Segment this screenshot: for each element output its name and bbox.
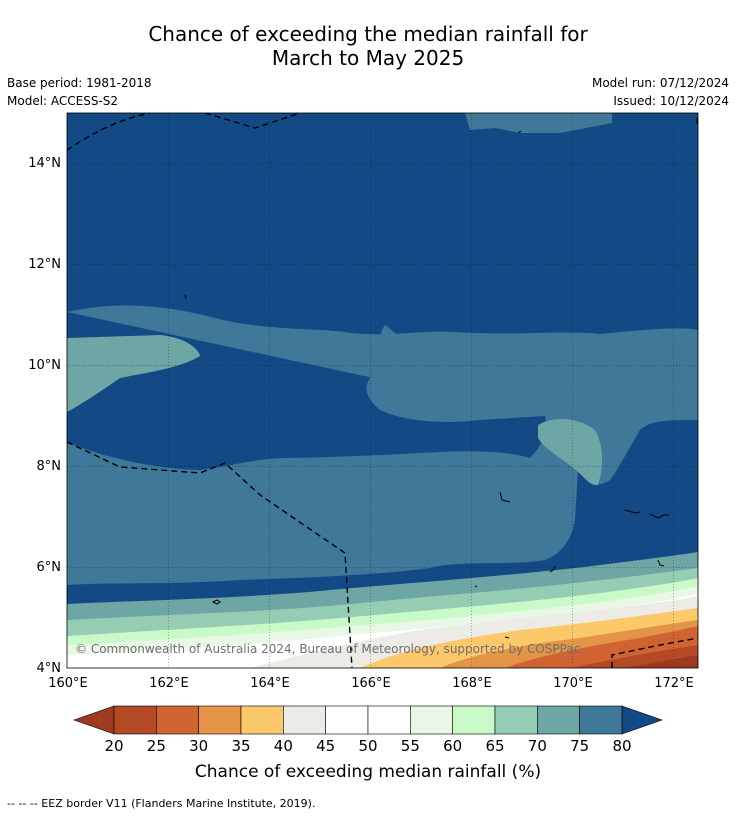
colorbar-swatch-45-50 [325, 705, 369, 735]
lon-tick-166e: 166°E [351, 676, 391, 691]
lat-tick-8n: 8°N [37, 459, 62, 474]
copyright-text: © Commonwealth of Australia 2024, Bureau… [75, 642, 580, 656]
lon-tick-172e: 172°E [654, 676, 694, 691]
map-frame [66, 112, 699, 669]
title-line-1: Chance of exceeding the median rainfall … [148, 22, 588, 46]
colorbar: 20 25 30 35 40 45 50 55 60 65 70 75 80 [73, 705, 663, 755]
islands [184, 118, 698, 639]
lon-tick-162e: 162°E [149, 676, 189, 691]
lon-axis: 160°E 162°E 164°E 166°E 168°E 170°E 172°… [48, 676, 694, 691]
colorbar-swatch-55-60 [410, 705, 453, 735]
colorbar-tick-30: 30 [189, 737, 208, 755]
meta-right: Model run: 07/12/2024 Issued: 10/12/2024 [592, 74, 729, 110]
lon-tick-168e: 168°E [452, 676, 492, 691]
gridlines [67, 113, 698, 668]
inner-blob-80 [241, 394, 292, 432]
colorbar-tick-20: 20 [104, 737, 123, 755]
meta-left: Base period: 1981-2018 Model: ACCESS-S2 [7, 74, 152, 110]
colorbar-tick-70: 70 [528, 737, 547, 755]
colorbar-swatch-35-40 [240, 705, 284, 735]
mid-region-75 [67, 305, 698, 585]
colorbar-tick-80: 80 [612, 737, 631, 755]
title-line-2: March to May 2025 [271, 46, 465, 70]
lat-tick-10n: 10°N [28, 358, 61, 373]
lat-tick-4n: 4°N [37, 661, 62, 676]
lat-tick-12n: 12°N [28, 257, 61, 272]
lon-tick-170e: 170°E [553, 676, 593, 691]
west-patch-70 [67, 335, 200, 412]
footnote: -- -- -- EEZ border V11 (Flanders Marine… [7, 797, 316, 810]
colorbar-tick-45: 45 [316, 737, 335, 755]
band-lt20 [620, 655, 698, 668]
east-patch-70 [538, 418, 603, 486]
colorbar-extend-low [73, 705, 115, 735]
eez-borders [67, 113, 698, 668]
probability-map: © Commonwealth of Australia 2024, Bureau… [67, 113, 698, 668]
map-title: Chance of exceeding the median rainfall … [0, 22, 736, 70]
colorbar-tick-65: 65 [485, 737, 504, 755]
colorbar-swatch-40-45 [283, 705, 326, 735]
lat-tick-14n: 14°N [28, 156, 61, 171]
colorbar-swatch-25-30 [156, 705, 199, 735]
colorbar-swatch-60-65 [452, 705, 496, 735]
colorbar-tick-60: 60 [443, 737, 462, 755]
lon-tick-164e: 164°E [250, 676, 290, 691]
colorbar-tick-50: 50 [358, 737, 377, 755]
lon-tick-160e: 160°E [48, 676, 88, 691]
colorbar-tick-40: 40 [274, 737, 293, 755]
colorbar-swatch-70-75 [537, 705, 580, 735]
colorbar-swatch-20-25 [113, 705, 157, 735]
lat-tick-6n: 6°N [37, 560, 62, 575]
colorbar-swatch-30-35 [198, 705, 242, 735]
colorbar-tick-35: 35 [231, 737, 250, 755]
model-name: Model: ACCESS-S2 [7, 94, 119, 108]
model-run: Model run: 07/12/2024 [591, 76, 729, 90]
top-region-75 [465, 113, 612, 133]
colorbar-tick-75: 75 [570, 737, 589, 755]
colorbar-tick-55: 55 [401, 737, 420, 755]
colorbar-tick-25: 25 [147, 737, 166, 755]
colorbar-extend-high [621, 705, 663, 735]
colorbar-swatch-50-55 [367, 705, 411, 735]
lat-axis: 4°N 6°N 8°N 10°N 12°N 14°N [28, 156, 61, 676]
colorbar-label: Chance of exceeding median rainfall (%) [194, 762, 542, 782]
base-period: Base period: 1981-2018 [7, 76, 152, 90]
colorbar-swatch-75-80 [579, 705, 623, 735]
colorbar-swatch-65-70 [494, 705, 538, 735]
issued-date: Issued: 10/12/2024 [613, 94, 729, 108]
